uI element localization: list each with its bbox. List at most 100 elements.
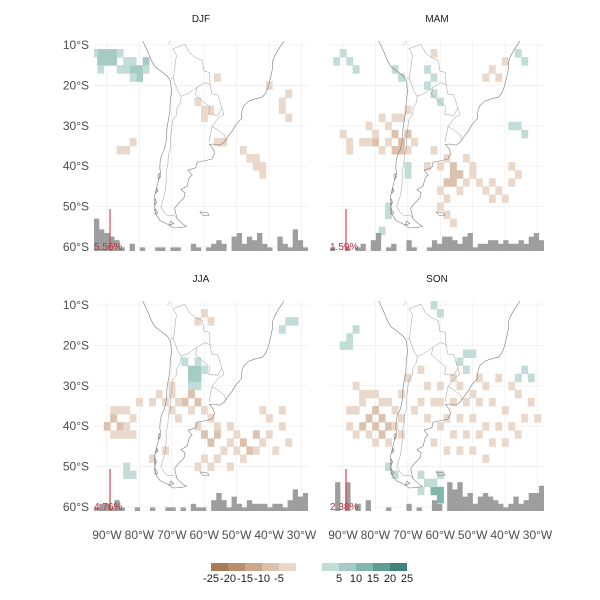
histogram-bar [528, 236, 535, 251]
histogram-bar [236, 233, 242, 251]
country-border [403, 301, 407, 306]
anomaly-cell [213, 430, 221, 439]
histogram-bar [503, 240, 509, 251]
histogram-bar [355, 247, 361, 251]
anomaly-cell [430, 301, 438, 310]
histogram-bar [487, 240, 494, 251]
x-tick-label: 90°W [92, 528, 122, 542]
island [435, 471, 446, 476]
anomaly-cell [346, 146, 354, 155]
histogram-bar [99, 503, 105, 511]
x-tick-label: 40°W [490, 528, 520, 542]
anomaly-cell [372, 406, 380, 415]
anomaly-cell [201, 454, 208, 463]
anomaly-cell [142, 57, 150, 66]
anomaly-cell [194, 97, 202, 107]
anomaly-cell [462, 365, 470, 375]
legend-pos-label: 10 [350, 573, 362, 585]
histogram-bar [292, 489, 299, 511]
x-tick-label: 30°W [523, 528, 553, 542]
histogram-bar [437, 243, 443, 251]
anomaly-cell [391, 113, 399, 123]
histogram-bar [452, 240, 458, 251]
anomaly-cell [378, 226, 386, 236]
anomaly-cell [188, 373, 195, 383]
anomaly-cell [437, 309, 444, 318]
anomaly-cell [285, 438, 293, 447]
island [390, 208, 395, 215]
anomaly-cell [365, 414, 373, 423]
legend-neg-swatch [228, 563, 245, 571]
anomaly-cell [469, 389, 477, 399]
histogram-bar [292, 229, 299, 251]
y-tick-label: 50°S [63, 460, 89, 474]
panel-title: MAM [425, 14, 448, 25]
histogram-bar [231, 236, 237, 251]
anomaly-cell [252, 430, 260, 439]
anomaly-cell [278, 325, 286, 334]
x-tick-label: 70°W [157, 528, 187, 542]
anomaly-cell [226, 462, 234, 472]
anomaly-cell [123, 57, 131, 66]
island [435, 211, 446, 216]
legend-pos-swatch [356, 563, 373, 571]
histogram-bar [431, 500, 438, 511]
anomaly-cell [488, 194, 496, 203]
histogram-bar [462, 236, 468, 251]
anomaly-cell [456, 446, 464, 455]
anomaly-cell [462, 154, 470, 163]
anomaly-cell [398, 137, 405, 147]
anomaly-cell [411, 406, 418, 415]
anomaly-cell [136, 65, 144, 74]
anomaly-cell [194, 373, 202, 383]
anomaly-cell [378, 397, 386, 407]
histogram-bar [241, 243, 248, 251]
histogram-bar [94, 507, 100, 511]
anomaly-cell [398, 73, 405, 82]
histogram [94, 218, 308, 251]
histogram-bar [477, 243, 484, 251]
panel-plot-area [94, 41, 308, 251]
histogram-bar [119, 507, 125, 511]
island [154, 198, 157, 206]
anomaly-cell [103, 422, 111, 431]
histogram-bar [226, 507, 232, 511]
anomaly-cell [259, 406, 267, 415]
anomaly-cell [285, 89, 293, 98]
anomaly-cell [181, 397, 189, 407]
anomaly-cell [278, 105, 286, 115]
anomaly-cell [129, 57, 137, 66]
panel-jja: 4.76% JJA 10°S 20°S 30°S 40°S 50°S 60°S90°W 80°W… [63, 274, 317, 542]
legend-neg-swatch [211, 563, 228, 571]
island [393, 432, 397, 441]
country-border [209, 386, 213, 403]
anomaly-cell [129, 65, 137, 74]
anomaly-cell [495, 186, 503, 195]
anomaly-cell [404, 170, 412, 179]
anomaly-cell [514, 170, 522, 179]
anomaly-cell [207, 414, 215, 423]
anomaly-cell [437, 186, 444, 195]
anomaly-cell [194, 381, 202, 391]
histogram-bar [431, 240, 438, 251]
anomaly-cell [385, 397, 393, 407]
anomaly-cell [194, 462, 202, 472]
histogram-bar [462, 496, 468, 511]
anomaly-cell [372, 422, 380, 431]
anomaly-cell [514, 430, 522, 439]
histogram-bar [165, 507, 171, 511]
histogram-bar [94, 218, 100, 251]
anomaly-cell [359, 137, 367, 147]
anomaly-cell [97, 57, 105, 66]
anomaly-cell [385, 438, 393, 447]
country-border [211, 386, 226, 402]
histogram-bar [538, 240, 544, 251]
anomaly-cell [285, 317, 293, 326]
anomaly-cell [404, 129, 412, 139]
anomaly-cell [194, 397, 202, 407]
anomaly-cell [488, 178, 496, 187]
country-border [403, 41, 407, 46]
anomaly-cell [252, 154, 260, 163]
country-border [417, 347, 433, 357]
